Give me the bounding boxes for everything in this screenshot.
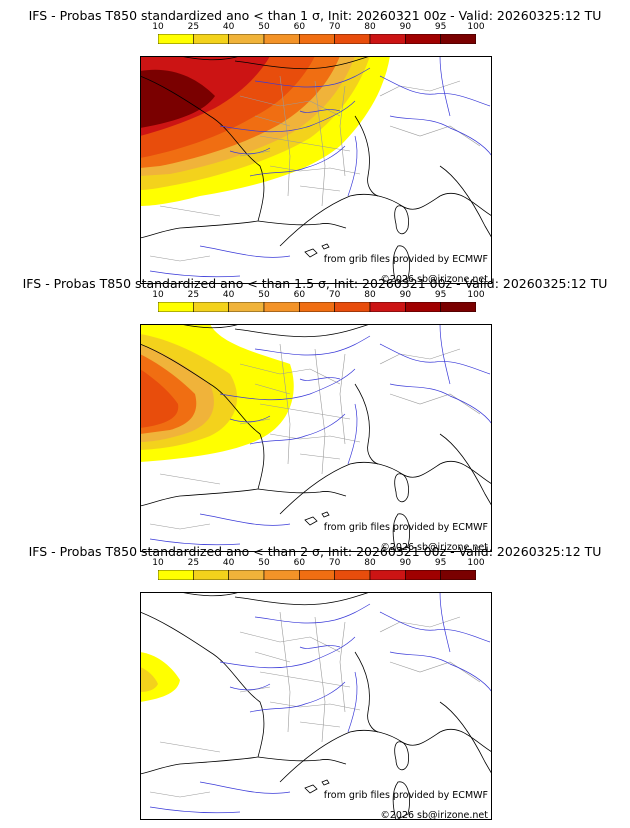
colorbar-tick-label: 60 <box>293 22 306 32</box>
panel-2sigma: IFS - Probas T850 standardized ano < tha… <box>0 544 630 821</box>
colorbar-tick-label: 70 <box>328 558 341 568</box>
colorbar-segment <box>193 570 229 580</box>
colorbar-tick-label: 10 <box>152 22 164 32</box>
colorbar-segment <box>158 34 194 44</box>
colorbar-segment <box>440 34 476 44</box>
probability-field <box>140 324 294 462</box>
colorbar-segment <box>263 302 300 312</box>
colorbar-tick-label: 40 <box>222 290 235 300</box>
colorbar-tick-label: 90 <box>399 22 412 32</box>
colorbar-tick-label: 10 <box>152 290 164 300</box>
colorbar-segment <box>369 34 406 44</box>
colorbar-tick-label: 80 <box>364 290 376 300</box>
colorbar-ticks: 10 25 40 50 60 70 80 90 95 100 <box>150 289 484 301</box>
source-credit: from grib files provided by ECMWF <box>323 522 488 533</box>
colorbar-tick-label: 100 <box>467 558 485 568</box>
colorbar-segment <box>193 302 229 312</box>
colorbar-tick-label: 90 <box>399 558 412 568</box>
colorbar-tick-label: 80 <box>364 558 376 568</box>
colorbar-tick-label: 25 <box>187 22 200 32</box>
colorbar-segment <box>263 570 300 580</box>
colorbar <box>158 302 476 312</box>
colorbar <box>158 34 476 44</box>
colorbar-ticks: 10 25 40 50 60 70 80 90 95 100 <box>150 557 484 569</box>
colorbar-segment <box>405 570 441 580</box>
colorbar-segment <box>299 302 335 312</box>
panel-1-5sigma: IFS - Probas T850 standardized ano < tha… <box>0 276 630 553</box>
colorbar-segment <box>405 34 441 44</box>
colorbar-tick-label: 25 <box>187 290 200 300</box>
colorbar-tick-label: 95 <box>434 290 447 300</box>
colorbar-segment <box>263 34 300 44</box>
probability-map <box>140 592 492 820</box>
colorbar-segment <box>228 570 265 580</box>
colorbar-segment <box>440 570 476 580</box>
colorbar-tick-label: 40 <box>222 22 235 32</box>
colorbar-segment <box>228 34 265 44</box>
colorbar-tick-label: 50 <box>258 290 270 300</box>
probability-map <box>140 56 492 284</box>
colorbar-ticks: 10 25 40 50 60 70 80 90 95 100 <box>150 21 484 33</box>
copyright: ©2026 sb@irizone.net <box>380 274 488 285</box>
panel-title: IFS - Probas T850 standardized ano < tha… <box>22 276 608 291</box>
panel-title: IFS - Probas T850 standardized ano < tha… <box>28 8 602 23</box>
source-credit: from grib files provided by ECMWF <box>323 790 488 801</box>
colorbar-tick-label: 95 <box>434 22 447 32</box>
colorbar-tick-label: 90 <box>399 290 412 300</box>
colorbar-tick-label: 10 <box>152 558 164 568</box>
colorbar-segment <box>193 34 229 44</box>
colorbar-tick-label: 100 <box>467 290 485 300</box>
colorbar-segment <box>405 302 441 312</box>
colorbar-tick-label: 80 <box>364 22 376 32</box>
colorbar-segment <box>158 302 194 312</box>
colorbar-tick-label: 50 <box>258 558 270 568</box>
colorbar-segment <box>228 302 265 312</box>
colorbar-segment <box>334 34 371 44</box>
probability-field <box>140 56 390 206</box>
colorbar-tick-label: 100 <box>467 22 485 32</box>
colorbar-segment <box>299 570 335 580</box>
colorbar-tick-label: 40 <box>222 558 235 568</box>
colorbar-segment <box>369 302 406 312</box>
colorbar-tick-label: 70 <box>328 290 341 300</box>
colorbar-tick-label: 95 <box>434 558 447 568</box>
colorbar <box>158 570 476 580</box>
colorbar-segment <box>369 570 406 580</box>
copyright: ©2026 sb@irizone.net <box>380 810 488 821</box>
colorbar-tick-label: 70 <box>328 22 341 32</box>
colorbar-tick-label: 50 <box>258 22 270 32</box>
probability-map <box>140 324 492 552</box>
colorbar-segment <box>440 302 476 312</box>
source-credit: from grib files provided by ECMWF <box>323 254 488 265</box>
colorbar-segment <box>334 570 371 580</box>
panel-1sigma: IFS - Probas T850 standardized ano < tha… <box>0 8 630 285</box>
colorbar-segment <box>299 34 335 44</box>
colorbar-tick-label: 25 <box>187 558 200 568</box>
colorbar-tick-label: 60 <box>293 290 306 300</box>
copyright: ©2026 sb@irizone.net <box>380 542 488 553</box>
colorbar-tick-label: 60 <box>293 558 306 568</box>
colorbar-segment <box>334 302 371 312</box>
probability-field <box>140 652 180 702</box>
panel-title: IFS - Probas T850 standardized ano < tha… <box>28 544 602 559</box>
colorbar-segment <box>158 570 194 580</box>
